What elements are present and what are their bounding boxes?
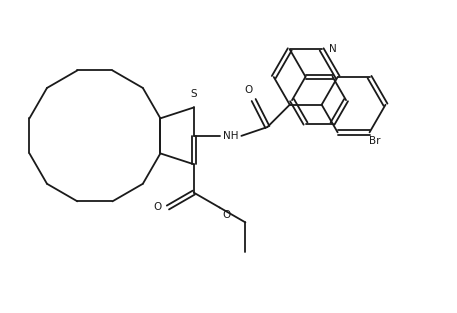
Text: O: O (244, 85, 253, 95)
Text: O: O (222, 210, 230, 220)
Text: N: N (329, 44, 337, 54)
Text: NH: NH (223, 131, 239, 141)
Text: O: O (153, 203, 161, 213)
Text: S: S (191, 89, 197, 99)
Text: Br: Br (369, 136, 380, 146)
